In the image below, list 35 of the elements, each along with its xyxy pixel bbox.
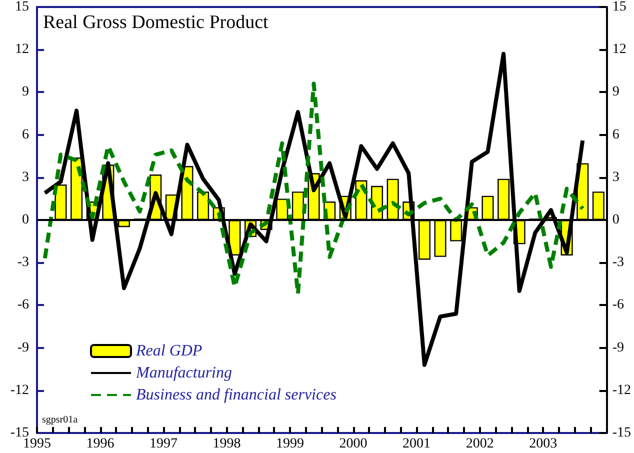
y-tick-label: -9 [17, 340, 29, 356]
y2-tick-label: 6 [612, 127, 620, 142]
legend-label: Manufacturing [135, 364, 232, 382]
x-tick-label: 2003 [529, 436, 558, 452]
y2-tick-label: 15 [612, 0, 626, 14]
y2-tick-label: 3 [612, 170, 620, 185]
y-tick-label: -12 [10, 382, 29, 398]
y2-tick-label: 0 [612, 212, 620, 228]
y2-tick-label: -15 [612, 426, 632, 440]
y-tick-label: 6 [22, 127, 29, 142]
x-tick-label: 1995 [23, 436, 51, 452]
annotation: sgpsr01a [42, 414, 78, 426]
y-tick-label: -3 [17, 255, 29, 270]
x-tick-label: 2001 [402, 436, 431, 452]
legend-label: Real GDP [135, 342, 202, 360]
y2-tick-label: 9 [612, 84, 620, 100]
x-tick-label: 1998 [212, 436, 241, 452]
y-tick-label: 15 [15, 0, 29, 14]
chart-title: Real Gross Domestic Product [43, 12, 270, 33]
x-tick-label: 1999 [276, 436, 304, 452]
y2-tick-label: -6 [612, 298, 624, 313]
y2-tick-label: -3 [612, 255, 624, 270]
y2-tick-label: 12 [612, 42, 626, 58]
y-tick-label: -6 [17, 298, 29, 313]
y-tick-label: 12 [15, 42, 29, 58]
x-tick-label: 2002 [466, 436, 494, 452]
y-tick-label: 9 [22, 84, 29, 100]
x-tick-label: 1996 [86, 436, 114, 452]
y2-tick-label: -9 [612, 340, 624, 356]
y-tick-label: 0 [22, 212, 29, 228]
legend-label: Business and financial services [136, 386, 336, 404]
y2-tick-label: -12 [612, 382, 632, 398]
x-tick-label: 1997 [150, 436, 178, 452]
x-tick-label: 2000 [339, 436, 368, 452]
y-tick-label: 3 [22, 170, 29, 185]
